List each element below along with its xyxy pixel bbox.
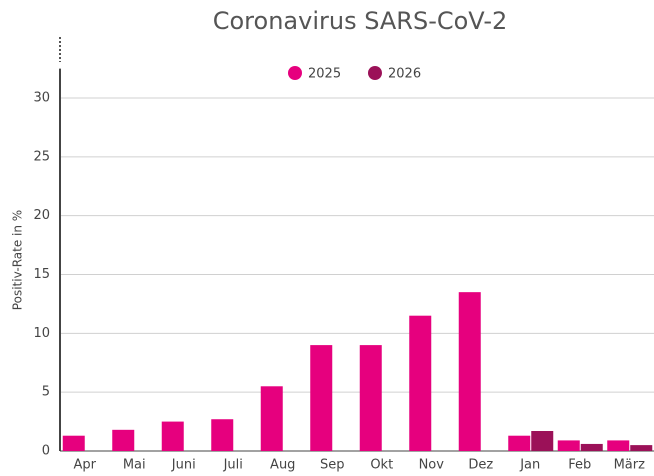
legend-label: 2025 (308, 67, 341, 82)
bar (458, 292, 481, 451)
bar (161, 421, 184, 451)
x-tick-label: Okt (370, 458, 393, 473)
y-tick-label: 25 (33, 149, 50, 164)
bar (359, 345, 382, 451)
x-tick-label: Apr (74, 458, 97, 473)
bar (211, 419, 234, 451)
bar (630, 445, 653, 451)
x-tick-label: Sep (320, 458, 345, 473)
legend-swatch (368, 66, 382, 80)
x-tick-label: Dez (468, 458, 493, 473)
y-tick-label: 0 (42, 444, 50, 459)
x-tick-label: Juni (171, 458, 196, 473)
chart-title: Coronavirus SARS-CoV-2 (213, 7, 508, 35)
legend-swatch (288, 66, 302, 80)
bar (62, 435, 85, 451)
x-tick-label: Aug (270, 458, 295, 473)
bar (531, 430, 554, 451)
bar (310, 345, 333, 451)
bar (607, 440, 630, 451)
bar (508, 435, 531, 451)
bar (409, 315, 432, 451)
bar (557, 440, 580, 451)
y-tick-label: 30 (33, 91, 50, 106)
bar (112, 429, 135, 451)
x-tick-label: Mai (123, 458, 146, 473)
y-axis-label: Positiv-Rate in % (11, 210, 25, 310)
y-tick-label: 10 (33, 326, 50, 341)
x-tick-label: Feb (568, 458, 591, 473)
y-tick-label: 15 (33, 267, 50, 282)
legend-label: 2026 (388, 67, 421, 82)
bar (580, 443, 603, 451)
x-tick-label: Jan (519, 458, 540, 473)
x-tick-label: Juli (223, 458, 243, 473)
x-tick-label: März (614, 458, 646, 473)
x-tick-label: Nov (419, 458, 445, 473)
y-tick-label: 20 (33, 208, 50, 223)
bar (260, 386, 283, 451)
y-tick-label: 5 (42, 385, 50, 400)
